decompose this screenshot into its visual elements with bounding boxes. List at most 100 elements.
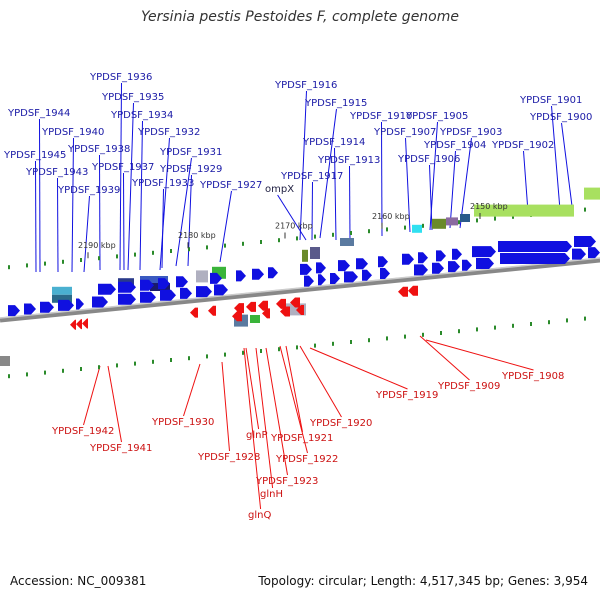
track-dot <box>584 207 586 212</box>
label-leader <box>311 181 313 241</box>
feature-block <box>250 315 260 323</box>
forward-gene-arrow <box>436 250 446 262</box>
gene-label-forward: YPDSF_1913 <box>317 155 380 166</box>
track-dot <box>242 241 244 246</box>
label-leader <box>309 347 408 390</box>
track-dot <box>260 349 262 353</box>
gene-label-reverse: YPDSF_1928 <box>197 452 260 463</box>
track-dot <box>116 363 118 368</box>
track-dot <box>62 259 64 264</box>
forward-gene-arrow <box>304 275 314 287</box>
gene-label-forward: YPDSF_1937 <box>91 162 154 173</box>
forward-gene-arrow <box>330 273 340 284</box>
label-leader <box>265 347 288 476</box>
track-dot <box>44 370 46 375</box>
forward-gene-arrow <box>180 287 192 299</box>
track-dot <box>314 234 316 239</box>
forward-gene-arrow <box>214 284 228 296</box>
track-dot <box>350 340 352 344</box>
feature-blocks <box>0 187 600 366</box>
forward-gene-arrow <box>316 262 326 274</box>
track-dot <box>494 325 496 330</box>
gene-label-forward: YPDSF_1900 <box>529 112 592 123</box>
track-dot <box>8 374 10 379</box>
track-dot <box>332 341 334 346</box>
forward-gene-arrow <box>452 248 462 260</box>
gene-label-reverse: YPDSF_1941 <box>89 443 152 454</box>
forward-gene-arrow <box>498 241 572 252</box>
scale-tick-label: 2180 kbp <box>178 231 216 240</box>
label-leader <box>349 165 351 241</box>
label-leader <box>219 190 232 263</box>
gene-label-reverse: YPDSF_1930 <box>151 417 214 428</box>
gene-label-reverse: YPDSF_1923 <box>255 476 318 487</box>
label-leader <box>243 347 262 510</box>
label-leader <box>299 90 307 241</box>
forward-gene-arrow <box>92 296 108 308</box>
label-leader <box>57 177 59 273</box>
reverse-genes <box>70 285 418 330</box>
forward-gene-arrow <box>160 289 176 301</box>
reverse-gene-arrow <box>232 311 242 322</box>
forward-gene-arrow <box>24 303 36 315</box>
forward-gene-arrow <box>462 259 472 271</box>
track-dot <box>458 220 460 225</box>
label-leader <box>561 122 573 207</box>
label-leader <box>83 365 101 426</box>
feature-block <box>302 249 308 262</box>
gene-label-reverse: YPDSF_1920 <box>309 418 372 429</box>
track-dot <box>80 367 82 371</box>
genome-backbone <box>0 257 600 323</box>
track-dot <box>188 356 190 361</box>
forward-gene-arrow <box>158 278 170 290</box>
feature-block <box>412 224 422 233</box>
label-leader <box>175 157 192 267</box>
track-dot <box>386 336 388 341</box>
feature-block <box>446 217 458 226</box>
label-leader <box>459 137 472 229</box>
reverse-gene-arrow <box>234 303 244 314</box>
gene-label-reverse: YPDSF_1908 <box>501 371 564 382</box>
forward-gene-arrow <box>476 258 494 269</box>
forward-gene-arrow <box>418 252 428 264</box>
forward-gene-arrow <box>268 267 278 279</box>
track-dot <box>296 236 298 241</box>
track-dot <box>332 232 334 237</box>
gene-label-reverse: glnH <box>260 489 283 500</box>
track-dot <box>368 229 370 234</box>
label-leader <box>285 345 303 433</box>
gene-label-forward: YPDSF_1931 <box>159 147 222 158</box>
label-leader <box>139 120 143 271</box>
gene-label-forward: YPDSF_1901 <box>519 95 582 106</box>
forward-gene-arrow <box>500 253 570 264</box>
feature-block <box>474 204 574 217</box>
forward-gene-arrow <box>318 274 326 286</box>
gene-label-forward: YPDSF_1939 <box>57 185 120 196</box>
track-dot <box>206 354 208 359</box>
reverse-gene-arrow <box>296 305 304 315</box>
gene-label-forward: YPDSF_1944 <box>7 108 70 119</box>
track-dot <box>80 258 82 262</box>
forward-gene-arrow <box>448 261 460 273</box>
scale-tick-label: 2170 kbp <box>275 222 313 231</box>
track-dot <box>386 227 388 232</box>
scale-ticks: 2190 kbp 2180 kbp 2170 kbp 2160 kbp 2150 kbp <box>78 202 508 259</box>
forward-gene-arrow <box>356 258 368 270</box>
label-leader <box>255 347 274 489</box>
track-dot <box>512 214 514 219</box>
track-dot <box>422 332 424 337</box>
track-dot <box>26 263 28 268</box>
forward-gene-arrow <box>118 281 136 293</box>
track-dot <box>584 316 586 321</box>
reverse-gene-arrow <box>82 318 88 329</box>
label-leader <box>279 345 308 454</box>
forward-gene-arrow <box>176 276 188 288</box>
gene-label-forward: YPDSF_1935 <box>101 92 164 103</box>
gene-label-reverse: YPDSF_1921 <box>270 433 333 444</box>
gene-label-forward: YPDSF_1933 <box>131 178 194 189</box>
forward-gene-arrow <box>8 305 20 317</box>
forward-gene-arrow <box>196 286 212 298</box>
backbone-line <box>0 257 600 323</box>
gene-label-forward: ompX <box>265 184 294 195</box>
track-dot <box>512 323 514 328</box>
